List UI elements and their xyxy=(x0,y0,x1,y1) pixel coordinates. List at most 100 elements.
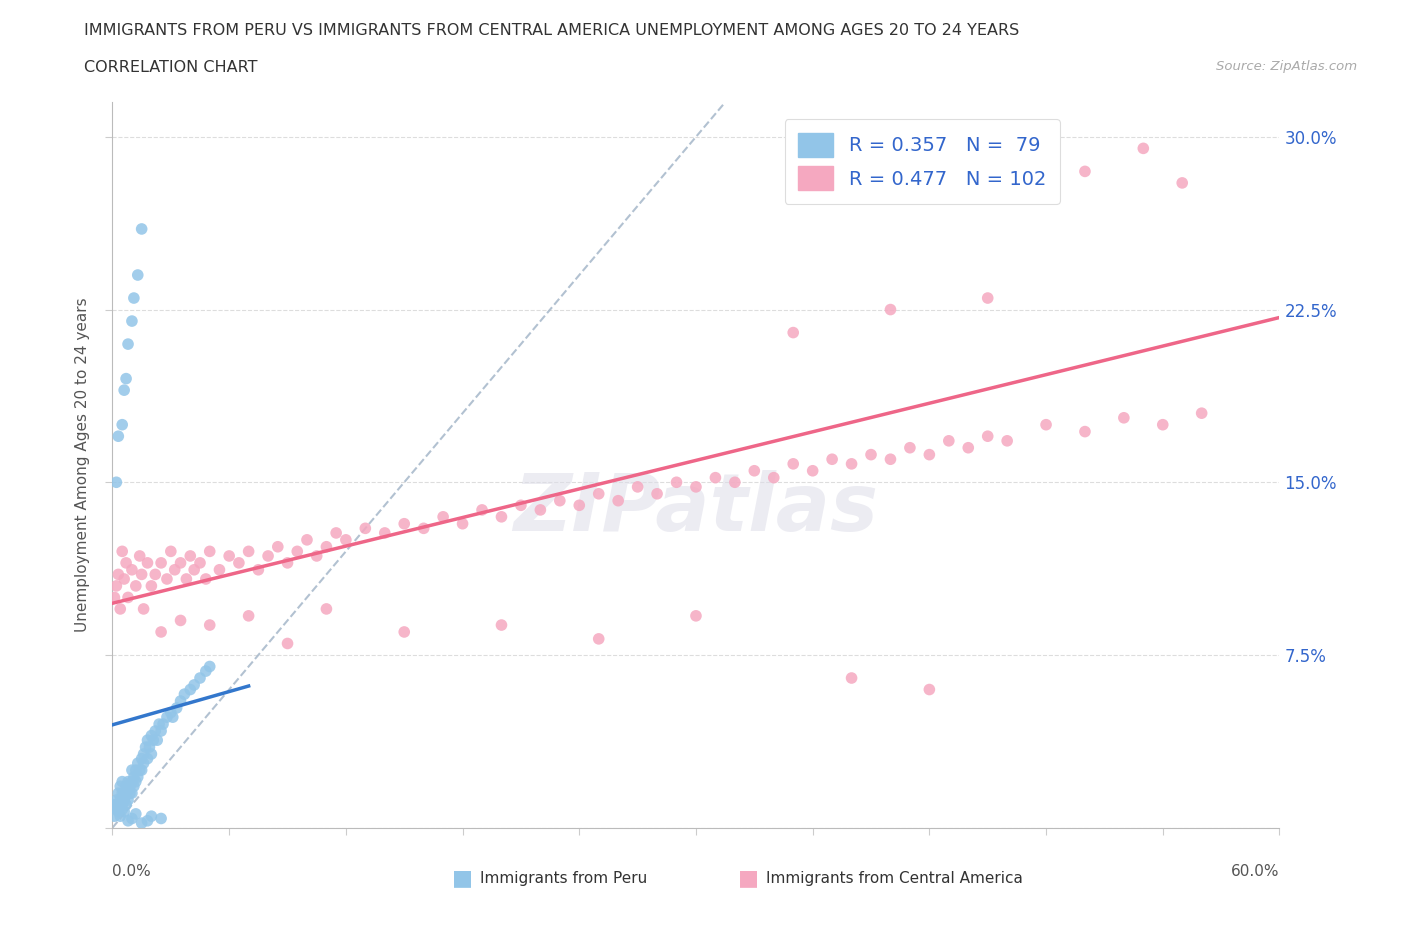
Point xyxy=(782,141,804,156)
Y-axis label: Unemployment Among Ages 20 to 24 years: Unemployment Among Ages 20 to 24 years xyxy=(75,298,90,632)
Point xyxy=(198,659,221,674)
Text: ■: ■ xyxy=(738,869,759,888)
Point xyxy=(132,747,155,762)
Point xyxy=(111,786,134,801)
Point xyxy=(295,532,318,547)
Point xyxy=(257,549,280,564)
Point xyxy=(121,786,143,801)
Point xyxy=(117,814,139,829)
Point xyxy=(112,786,135,801)
Point xyxy=(107,804,129,819)
Point xyxy=(115,788,138,803)
Legend: R = 0.357   N =  79, R = 0.477   N = 102: R = 0.357 N = 79, R = 0.477 N = 102 xyxy=(785,119,1060,204)
Point xyxy=(879,302,901,317)
Point xyxy=(665,475,688,490)
Point xyxy=(471,502,494,517)
Point xyxy=(111,544,134,559)
Point xyxy=(105,802,128,817)
Point xyxy=(121,313,143,328)
Point xyxy=(1074,164,1097,179)
Point xyxy=(529,502,551,517)
Point xyxy=(156,710,179,724)
Point xyxy=(121,763,143,777)
Point xyxy=(169,555,191,570)
Point xyxy=(105,475,128,490)
Point xyxy=(138,739,160,754)
Point xyxy=(782,457,804,472)
Point xyxy=(150,811,173,826)
Point xyxy=(117,792,139,807)
Point xyxy=(183,563,205,578)
Point xyxy=(1152,418,1174,432)
Point xyxy=(115,797,138,812)
Point xyxy=(315,539,337,554)
Point xyxy=(548,493,571,508)
Point xyxy=(841,187,863,202)
Point xyxy=(354,521,377,536)
Point xyxy=(131,816,153,830)
Point xyxy=(121,774,143,789)
Text: IMMIGRANTS FROM PERU VS IMMIGRANTS FROM CENTRAL AMERICA UNEMPLOYMENT AMONG AGES : IMMIGRANTS FROM PERU VS IMMIGRANTS FROM … xyxy=(84,23,1019,38)
Point xyxy=(143,567,166,582)
Point xyxy=(451,516,474,531)
Point xyxy=(198,618,221,632)
Point xyxy=(176,572,198,587)
Point xyxy=(228,555,250,570)
Point xyxy=(432,510,454,525)
Point xyxy=(841,671,863,685)
Point xyxy=(136,555,159,570)
Point xyxy=(110,792,132,807)
Point xyxy=(122,778,145,793)
Point xyxy=(142,733,165,748)
Point xyxy=(918,682,941,697)
Point xyxy=(105,578,128,593)
Point xyxy=(305,549,328,564)
Point xyxy=(110,602,132,617)
Point xyxy=(267,539,290,554)
Point xyxy=(141,747,163,762)
Point xyxy=(117,337,139,352)
Point xyxy=(509,498,531,512)
Point xyxy=(121,811,143,826)
Point xyxy=(163,563,186,578)
Text: Source: ZipAtlas.com: Source: ZipAtlas.com xyxy=(1216,60,1357,73)
Point xyxy=(103,797,125,812)
Point xyxy=(801,463,824,478)
Point xyxy=(588,631,610,646)
Point xyxy=(110,778,132,793)
Point xyxy=(938,433,960,448)
Point xyxy=(918,164,941,179)
Point xyxy=(136,733,159,748)
Point xyxy=(918,447,941,462)
Point xyxy=(860,447,883,462)
Text: CORRELATION CHART: CORRELATION CHART xyxy=(84,60,257,75)
Text: Immigrants from Peru: Immigrants from Peru xyxy=(479,871,647,886)
Point xyxy=(394,625,416,640)
Point xyxy=(118,786,141,801)
Point xyxy=(127,756,149,771)
Point xyxy=(1171,176,1194,191)
Point xyxy=(107,567,129,582)
Point xyxy=(976,429,998,444)
Point xyxy=(136,751,159,766)
Point xyxy=(146,733,169,748)
Point xyxy=(105,792,128,807)
Point xyxy=(150,625,173,640)
Point xyxy=(412,521,434,536)
Point xyxy=(131,751,153,766)
Point xyxy=(111,797,134,812)
Point xyxy=(1074,424,1097,439)
Point xyxy=(128,549,150,564)
Point xyxy=(957,440,980,455)
Point xyxy=(285,544,308,559)
Point xyxy=(111,802,134,817)
Point xyxy=(394,516,416,531)
Point xyxy=(976,290,998,305)
Point xyxy=(115,778,138,793)
Point xyxy=(276,636,298,651)
Point xyxy=(107,786,129,801)
Point xyxy=(183,677,205,692)
Point xyxy=(841,457,863,472)
Point xyxy=(1191,405,1213,420)
Point xyxy=(166,700,188,715)
